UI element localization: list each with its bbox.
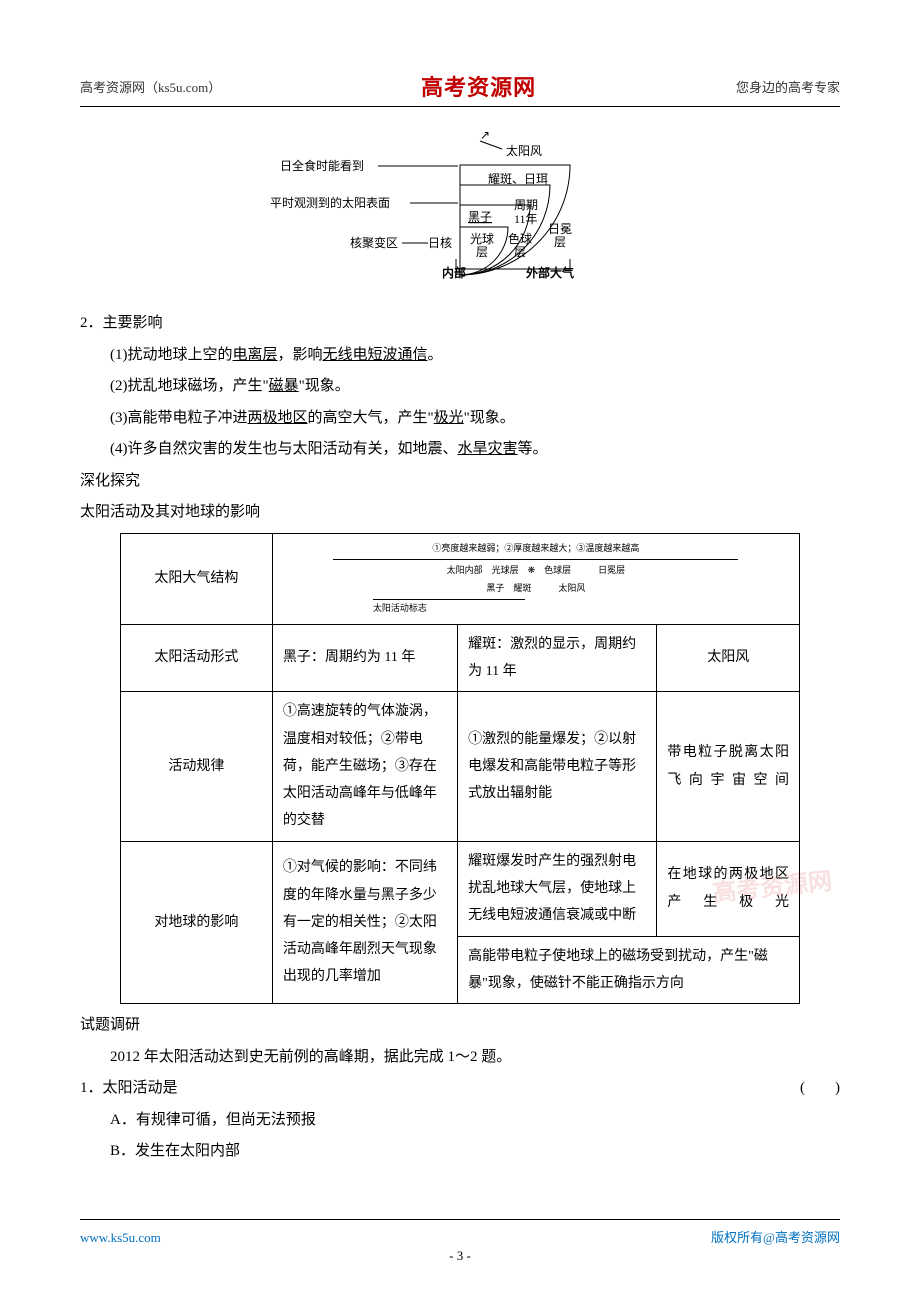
cell-structure-diagram: ①亮度越来越弱；②厚度越来越大；③温度越来越高 太阳内部 光球层 ❋ 色球层 日… bbox=[272, 533, 799, 624]
q1-option-a: A．有规律可循，但尚无法预报 bbox=[80, 1105, 840, 1137]
diag-corona-a: 日冕 bbox=[548, 222, 572, 236]
footer-copyright: 版权所有@高考资源网 bbox=[711, 1227, 840, 1246]
solar-diagram-svg: 日全食时能看到 平时观测到的太阳表面 核聚变区 太阳风 耀斑、日珥 黑子 周期 … bbox=[270, 125, 650, 285]
cell-rule-flare: ①激烈的能量爆发；②以射电爆发和高能带电粒子等形式放出辐射能 bbox=[458, 692, 657, 841]
diag-period-b: 11年 bbox=[514, 212, 538, 226]
q1-option-b: B．发生在太阳内部 bbox=[80, 1136, 840, 1168]
header-right: 您身边的高考专家 bbox=[736, 77, 840, 96]
diag-chrom-a: 色球 bbox=[508, 232, 532, 246]
cell-rule-label: 活动规律 bbox=[121, 692, 273, 841]
header-left: 高考资源网（ks5u.com） bbox=[80, 77, 221, 96]
section-2-title: 2．主要影响 bbox=[80, 308, 840, 340]
cell-rule-wind: 带电粒子脱离太阳飞向宇宙空间 bbox=[657, 692, 800, 841]
diag-chrom-b: 层 bbox=[514, 245, 526, 259]
page: 高考资源网（ks5u.com） 高考资源网 您身边的高考专家 日全食时能看到 平… bbox=[0, 0, 920, 1302]
q1-stem: 1．太阳活动是 bbox=[80, 1073, 178, 1105]
diag-sunspot: 黑子 bbox=[468, 210, 492, 224]
diag-flare: 耀斑、日珥 bbox=[488, 172, 548, 186]
question-1: 1．太阳活动是 ( ) bbox=[80, 1073, 840, 1105]
diag-period-a: 周期 bbox=[514, 198, 538, 212]
cell-rule-sunspot: ①高速旋转的气体漩涡，温度相对较低；②带电荷，能产生磁场；③存在太阳活动高峰年与… bbox=[272, 692, 457, 841]
subdiag-rule bbox=[333, 559, 738, 560]
header-title: 高考资源网 bbox=[421, 70, 536, 102]
deepen-title: 深化探究 bbox=[80, 466, 840, 498]
diag-outer: 外部大气 bbox=[526, 265, 574, 280]
diag-label-fusion: 核聚变区 bbox=[350, 235, 398, 250]
diag-arrow-icon: ↗ bbox=[480, 128, 490, 142]
effect-4: (4)许多自然灾害的发生也与太阳活动有关，如地震、水旱灾害等。 bbox=[80, 434, 840, 466]
page-header: 高考资源网（ks5u.com） 高考资源网 您身边的高考专家 bbox=[80, 70, 840, 102]
deepen-subtitle: 太阳活动及其对地球的影响 bbox=[80, 497, 840, 529]
cell-effect-label: 对地球的影响 bbox=[121, 841, 273, 1003]
table-row: 活动规律 ①高速旋转的气体漩涡，温度相对较低；②带电荷，能产生磁场；③存在太阳活… bbox=[121, 692, 800, 841]
footer-rule bbox=[80, 1219, 840, 1220]
q1-blank: ( ) bbox=[800, 1073, 840, 1105]
effect-1: (1)扰动地球上空的电离层，影响无线电短波通信。 bbox=[80, 340, 840, 372]
table-row: 太阳活动形式 黑子：周期约为 11 年 耀斑：激烈的显示，周期约为 11 年 太… bbox=[121, 624, 800, 692]
table-row: 对地球的影响 ①对气候的影响：不同纬度的年降水量与黑子多少有一定的相关性；②太阳… bbox=[121, 841, 800, 936]
cell-form-wind: 太阳风 bbox=[657, 624, 800, 692]
cell-form-flare: 耀斑：激烈的显示，周期约为 11 年 bbox=[458, 624, 657, 692]
research-title: 试题调研 bbox=[80, 1010, 840, 1042]
diag-photo-a: 光球 bbox=[470, 232, 494, 246]
header-rule bbox=[80, 106, 840, 107]
cell-structure-label: 太阳大气结构 bbox=[121, 533, 273, 624]
footer-url: www.ks5u.com bbox=[80, 1230, 161, 1246]
effect-3: (3)高能带电粒子冲进两极地区的高空大气，产生"极光"现象。 bbox=[80, 403, 840, 435]
cell-effect-sunspot: ①对气候的影响：不同纬度的年降水量与黑子多少有一定的相关性；②太阳活动高峰年剧烈… bbox=[272, 841, 457, 1003]
page-footer: www.ks5u.com 版权所有@高考资源网 bbox=[80, 1227, 840, 1246]
diag-corona-b: 层 bbox=[554, 235, 566, 249]
body-text: 2．主要影响 (1)扰动地球上空的电离层，影响无线电短波通信。 (2)扰乱地球磁… bbox=[80, 308, 840, 1168]
effect-2: (2)扰乱地球磁场，产生"磁暴"现象。 bbox=[80, 371, 840, 403]
cell-form-sunspot: 黑子：周期约为 11 年 bbox=[272, 624, 457, 692]
solar-activity-table: 太阳大气结构 ①亮度越来越弱；②厚度越来越大；③温度越来越高 太阳内部 光球层 … bbox=[120, 533, 800, 1005]
cell-form-label: 太阳活动形式 bbox=[121, 624, 273, 692]
cell-effect-wind: 在地球的两极地区产生极光 bbox=[657, 841, 800, 936]
diag-label-surface: 平时观测到的太阳表面 bbox=[270, 195, 390, 210]
diag-label-eclipse: 日全食时能看到 bbox=[280, 158, 364, 173]
research-intro: 2012 年太阳活动达到史无前例的高峰期，据此完成 1～2 题。 bbox=[80, 1042, 840, 1074]
diag-inner: 内部 bbox=[442, 265, 466, 280]
diag-photo-b: 层 bbox=[476, 245, 488, 259]
diag-solar-wind: 太阳风 bbox=[506, 143, 542, 158]
cell-effect-flare-a: 耀斑爆发时产生的强烈射电扰乱地球大气层，使地球上无线电短波通信衰减或中断 bbox=[458, 841, 657, 936]
solar-structure-diagram: 日全食时能看到 平时观测到的太阳表面 核聚变区 太阳风 耀斑、日珥 黑子 周期 … bbox=[80, 125, 840, 290]
table-row: 太阳大气结构 ①亮度越来越弱；②厚度越来越大；③温度越来越高 太阳内部 光球层 … bbox=[121, 533, 800, 624]
diag-core: 日核 bbox=[428, 236, 452, 250]
cell-effect-magstorm: 高能带电粒子使地球上的磁场受到扰动，产生"磁暴"现象，使磁针不能正确指示方向 bbox=[458, 936, 800, 1004]
page-number: - 3 - bbox=[0, 1248, 920, 1264]
